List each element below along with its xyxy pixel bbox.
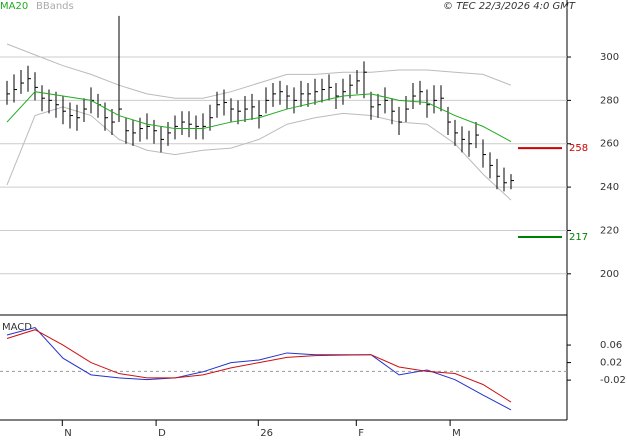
y-tick-label: 0.06 (600, 340, 622, 351)
legend-ma: MA20 (0, 1, 28, 12)
x-tick-label: D (158, 428, 166, 439)
macd-line (6, 329, 512, 403)
y-tick-label: 260 (600, 139, 619, 150)
macd-line (6, 326, 512, 411)
legend-bands: BBands (36, 1, 74, 12)
x-tick-label: F (358, 428, 364, 439)
source: © TEC 22/3/2026 4:0 GMT (443, 1, 576, 12)
y-tick-label: 220 (600, 225, 619, 236)
y-tick-label: 200 (600, 269, 619, 280)
ma-line (6, 91, 512, 143)
level-label: 217 (569, 232, 588, 243)
x-tick-label: M (452, 428, 461, 439)
band-lower (6, 106, 512, 201)
band-upper (6, 43, 512, 99)
y-tick-label: 280 (600, 95, 619, 106)
level-label: 258 (569, 143, 588, 154)
y-tick-label: 300 (600, 52, 619, 63)
y-tick-label: 0.02 (600, 358, 622, 369)
y-tick-label: -0.02 (600, 375, 626, 386)
x-tick-label: N (64, 428, 71, 439)
x-tick-label: 26 (260, 428, 273, 439)
y-tick-label: 240 (600, 182, 619, 193)
panel-title: MACD (2, 322, 32, 333)
